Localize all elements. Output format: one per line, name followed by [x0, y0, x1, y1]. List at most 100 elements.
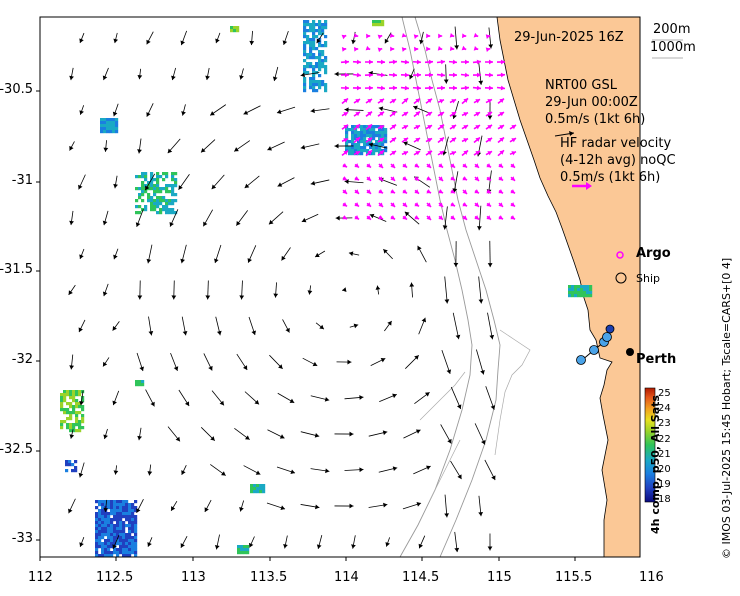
- sst-pixel: [354, 134, 357, 137]
- sst-pixel: [324, 44, 327, 47]
- sst-pixel: [66, 417, 69, 420]
- hf-radar-arrow-head: [429, 86, 433, 91]
- sst-pixel: [159, 211, 162, 214]
- sst-pixel: [128, 536, 131, 539]
- sst-pixel: [72, 405, 75, 408]
- sst-pixel: [119, 548, 122, 551]
- sst-pixel: [98, 545, 101, 548]
- sst-pixel: [69, 393, 72, 396]
- sst-pixel: [144, 208, 147, 211]
- perth-label: Perth: [636, 352, 676, 368]
- sst-pixel: [75, 402, 78, 405]
- sst-pixel: [372, 131, 375, 134]
- sst-pixel: [318, 68, 321, 71]
- sst-pixel: [125, 512, 128, 515]
- sst-pixel: [375, 20, 378, 23]
- current-arrow-head: [349, 504, 353, 509]
- sst-pixel: [315, 83, 318, 86]
- sst-pixel: [112, 130, 115, 133]
- sst-pixel: [348, 128, 351, 131]
- sst-pixel: [116, 518, 119, 521]
- sst-pixel: [303, 65, 306, 68]
- sst-pixel: [113, 515, 116, 518]
- current-arrow-head: [336, 216, 340, 221]
- x-tick-label: 113.5: [250, 570, 287, 585]
- hf-radar-arrow-head: [405, 73, 409, 78]
- sst-pixel: [303, 29, 306, 32]
- hf-radar-arrow-head: [441, 60, 445, 65]
- sst-pixel: [586, 291, 589, 294]
- sst-pixel: [312, 32, 315, 35]
- sst-pixel: [318, 80, 321, 83]
- sst-pixel: [113, 533, 116, 536]
- sst-pixel: [119, 518, 122, 521]
- sst-pixel: [131, 515, 134, 518]
- sst-pixel: [95, 500, 98, 503]
- sst-pixel: [119, 515, 122, 518]
- sst-pixel: [98, 536, 101, 539]
- sst-pixel: [113, 512, 116, 515]
- sst-pixel: [78, 405, 81, 408]
- sst-pixel: [165, 187, 168, 190]
- hf-radar-arrow-head: [438, 34, 442, 39]
- sst-pixel: [233, 29, 236, 32]
- sst-pixel: [309, 41, 312, 44]
- sst-pixel: [104, 503, 107, 506]
- sst-pixel: [321, 26, 324, 29]
- current-arrow-head: [425, 392, 430, 396]
- sst-pixel: [571, 288, 574, 291]
- sst-pixel: [110, 533, 113, 536]
- sst-pixel: [113, 500, 116, 503]
- current-arrow-head: [383, 503, 387, 508]
- sst-pixel: [138, 193, 141, 196]
- hf-radar-arrow-head: [489, 60, 493, 65]
- sst-pixel: [78, 390, 81, 393]
- sst-pixel: [315, 56, 318, 59]
- sst-pixel: [138, 383, 141, 386]
- current-arrow-head: [103, 362, 107, 367]
- sst-pixel: [119, 536, 122, 539]
- sst-pixel: [162, 172, 165, 175]
- sst-pixel: [138, 175, 141, 178]
- sst-pixel: [119, 542, 122, 545]
- sst-pixel: [104, 518, 107, 521]
- current-arrow-head: [147, 471, 152, 475]
- sst-pixel: [153, 199, 156, 202]
- current-arrow-head: [444, 80, 449, 84]
- sst-pixel: [131, 512, 134, 515]
- sst-pixel: [162, 199, 165, 202]
- sst-pixel: [116, 506, 119, 509]
- sst-pixel: [116, 500, 119, 503]
- sst-pixel: [95, 515, 98, 518]
- sst-pixel: [119, 521, 122, 524]
- current-arrow-head: [335, 72, 339, 77]
- sst-pixel: [303, 26, 306, 29]
- current-arrow-head: [454, 45, 459, 49]
- sst-pixel: [113, 527, 116, 530]
- sst-pixel: [237, 545, 240, 548]
- sst-pixel: [95, 524, 98, 527]
- sst-pixel: [60, 393, 63, 396]
- sst-pixel: [134, 545, 137, 548]
- sst-pixel: [150, 208, 153, 211]
- hf-radar-arrow-head: [489, 86, 493, 91]
- sst-pixel: [381, 23, 384, 26]
- sst-pixel: [321, 29, 324, 32]
- sst-pixel: [162, 196, 165, 199]
- sst-pixel: [138, 211, 141, 214]
- hf-radar-arrow-head: [417, 86, 421, 91]
- sst-pixel: [75, 411, 78, 414]
- sst-pixel: [69, 411, 72, 414]
- y-tick-label: -33: [12, 531, 33, 546]
- sst-pixel: [125, 503, 128, 506]
- hf-radar-arrow-head: [381, 60, 385, 65]
- sst-pixel: [315, 29, 318, 32]
- sst-pixel: [583, 294, 586, 297]
- sst-pixel: [571, 294, 574, 297]
- hf-radar-arrow-head: [465, 86, 469, 91]
- hf-radar-arrow-head: [357, 73, 361, 78]
- sst-pixel: [122, 524, 125, 527]
- sst-pixel: [128, 533, 131, 536]
- current-arrow-head: [181, 111, 186, 115]
- sst-pixel: [98, 542, 101, 545]
